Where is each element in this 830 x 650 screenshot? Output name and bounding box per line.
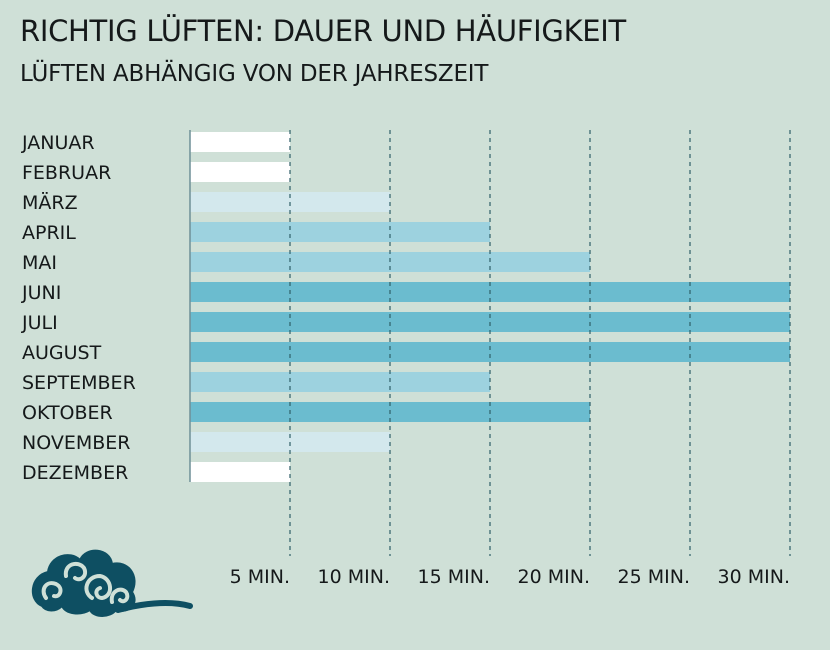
bar-8 [190, 372, 490, 392]
bar-0 [190, 132, 290, 152]
cloud-swirl-right [109, 587, 130, 604]
month-label: OKTOBER [22, 402, 113, 424]
bar-7 [190, 342, 790, 362]
chart-title: RICHTIG LÜFTEN: DAUER UND HÄUFIGKEIT [20, 14, 626, 48]
month-label: APRIL [22, 222, 76, 244]
month-label: DEZEMBER [22, 462, 128, 484]
x-tick-label: 20 MIN. [518, 566, 590, 588]
month-label: MÄRZ [22, 191, 78, 214]
x-tick-label: 25 MIN. [618, 566, 690, 588]
chart-subtitle: LÜFTEN ABHÄNGIG VON DER JAHRESZEIT [20, 61, 489, 87]
month-label: JUNI [21, 282, 61, 304]
x-tick-label: 15 MIN. [418, 566, 490, 588]
x-tick-label: 10 MIN. [318, 566, 390, 588]
month-label: NOVEMBER [22, 432, 130, 454]
cloud-body [32, 549, 136, 617]
month-label: JULI [21, 312, 58, 334]
cloud-swirl-top [63, 561, 87, 582]
wind-tail [115, 600, 193, 613]
x-tick-label: 5 MIN. [230, 566, 290, 588]
month-labels-group: JANUAR FEBRUAR MÄRZ APRIL MAI JUNI JULI AUGUST S… [21, 132, 136, 484]
bar-11 [190, 462, 290, 482]
bar-3 [190, 222, 490, 242]
month-label: JANUAR [21, 132, 95, 154]
month-label: AUGUST [22, 342, 102, 364]
cloud-swirl-center [84, 574, 112, 600]
month-label: MAI [22, 252, 57, 274]
month-label: FEBRUAR [22, 162, 111, 184]
x-tick-labels-group: 5 MIN. 10 MIN. 15 MIN. 20 MIN. 25 MIN. 30 MIN… [230, 566, 790, 588]
month-label: SEPTEMBER [22, 372, 136, 394]
gridlines-group [289, 130, 791, 556]
bar-1 [190, 162, 290, 182]
cloud-wind-icon [32, 549, 193, 617]
cloud-swirl-left [41, 581, 63, 600]
x-tick-label: 30 MIN. [718, 566, 790, 588]
